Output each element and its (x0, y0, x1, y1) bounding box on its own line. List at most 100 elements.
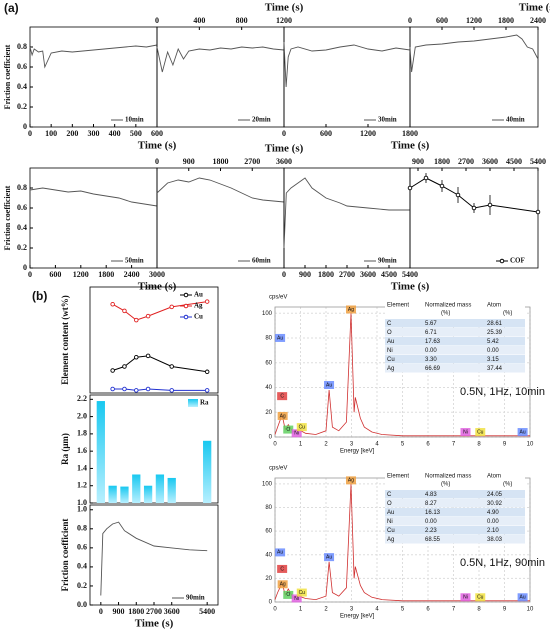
x-tick-label: 200 (66, 129, 78, 138)
x-tick-label: 0 (155, 16, 159, 25)
peak-label-box (475, 428, 486, 437)
x-tick-label: 600 (151, 129, 163, 138)
table-cell: 28.61 (487, 321, 503, 327)
peak-label-box (460, 428, 471, 437)
peak-label: Ag (348, 478, 354, 484)
y-tick-label: 80 (265, 505, 272, 511)
legend-swatch (188, 399, 198, 407)
y-tick-label: 0.2 (17, 243, 27, 252)
table-cell: 2.10 (487, 528, 499, 534)
data-line (409, 34, 539, 73)
bar (155, 474, 165, 503)
data-point (145, 313, 151, 319)
table-cell: 3.15 (487, 357, 499, 363)
condition-label: 0.5N, 1Hz, 10min (460, 386, 545, 398)
x-tick-label: 1800 (128, 607, 144, 616)
table-cell: Ag (387, 366, 394, 372)
y-tick-label: 2.0 (77, 411, 87, 420)
x-tick-label: 7 (452, 607, 456, 613)
x-axis-label: Time (s) (391, 281, 430, 293)
x-tick-label: 1800 (318, 270, 334, 279)
table-cell: Ni (387, 348, 393, 354)
data-point (439, 183, 445, 189)
x-tick-label: 1200 (466, 16, 482, 25)
y-axis-label: Element content (wt%) (60, 295, 70, 384)
data-point (134, 317, 139, 323)
table-cell: Cu (387, 357, 395, 363)
x-axis-label: Time (s) (135, 618, 174, 630)
peak-label: C (280, 393, 284, 399)
data-point (455, 192, 461, 198)
table-cell: 0.00 (487, 519, 499, 525)
x-tick-label: 1800 (98, 270, 114, 279)
x-tick-label: 900 (412, 157, 424, 166)
x-tick-label: 1800 (402, 129, 418, 138)
x-tick-label: 9 (503, 607, 507, 613)
peak-label-box (345, 476, 356, 485)
data-point (471, 205, 477, 211)
y-tick-label: 0.6 (17, 62, 27, 71)
bar (143, 485, 153, 503)
x-tick-label: 600 (320, 129, 332, 138)
y-tick-label: 1.6 (77, 446, 87, 455)
x-tick-label: 0 (28, 129, 32, 138)
x-axis-label: Time (s) (519, 2, 550, 14)
data-point (122, 364, 127, 369)
peak-label: Ni (463, 429, 468, 435)
peak-label: Au (277, 335, 283, 341)
y-tick-label: 20 (265, 576, 272, 582)
x-tick-label: 0 (273, 442, 277, 448)
y-axis-label: Friction coefficient (60, 519, 70, 592)
plot-frame (283, 26, 411, 128)
table-cell: 17.63 (425, 339, 441, 345)
x-tick-label: 800 (236, 16, 248, 25)
x-tick-label: 3600 (164, 607, 180, 616)
x-axis-label: Energy [keV] (340, 614, 375, 620)
x-tick-label: 2700 (458, 157, 474, 166)
peak-label: Au (520, 429, 526, 435)
data-point (423, 175, 429, 181)
peak-label-box (517, 593, 528, 602)
peak-label-box (345, 305, 356, 314)
x-tick-label: 900 (299, 270, 311, 279)
table-cell: Au (387, 339, 394, 345)
plot-frame (29, 167, 158, 269)
table-cell: Au (387, 510, 394, 516)
legend-label: Cu (194, 313, 203, 321)
table-cell: 24.05 (487, 492, 503, 498)
peak-label-box (277, 580, 288, 589)
x-tick-label: 0 (282, 129, 286, 138)
legend-label: 30min (378, 116, 397, 124)
table-cell: O (387, 501, 392, 507)
data-point (204, 388, 210, 393)
data-point (145, 386, 151, 392)
y-tick-label: 20 (265, 410, 272, 416)
peak-label-box (275, 333, 286, 342)
peak-label: Au (520, 595, 526, 601)
data-line (156, 177, 285, 203)
plot-frame (409, 167, 539, 269)
bar (108, 485, 117, 503)
legend-marker (183, 303, 189, 309)
x-tick-label: 0 (28, 270, 32, 279)
x-tick-label: 10 (527, 607, 534, 613)
bar (96, 401, 105, 503)
table-cell: Cu (387, 528, 395, 534)
data-point (204, 369, 210, 375)
x-tick-label: 600 (436, 16, 448, 25)
x-tick-label: 3600 (276, 157, 292, 166)
x-tick-label: 4500 (506, 157, 522, 166)
table-header-bg (385, 300, 525, 318)
table-header: Element (387, 474, 409, 480)
y-tick-label: 40 (265, 385, 272, 391)
x-tick-label: 5 (401, 442, 405, 448)
peak-label-box (296, 588, 307, 597)
y-tick-label: 60 (265, 529, 272, 535)
x-tick-label: 400 (193, 16, 205, 25)
x-tick-label: 500 (130, 129, 142, 138)
y-tick-label: 0.8 (17, 183, 27, 192)
peak-label: Ag (348, 307, 354, 313)
table-cell: 37.44 (487, 366, 503, 372)
data-line (112, 301, 208, 321)
y-tick-label: 0.4 (17, 223, 27, 232)
